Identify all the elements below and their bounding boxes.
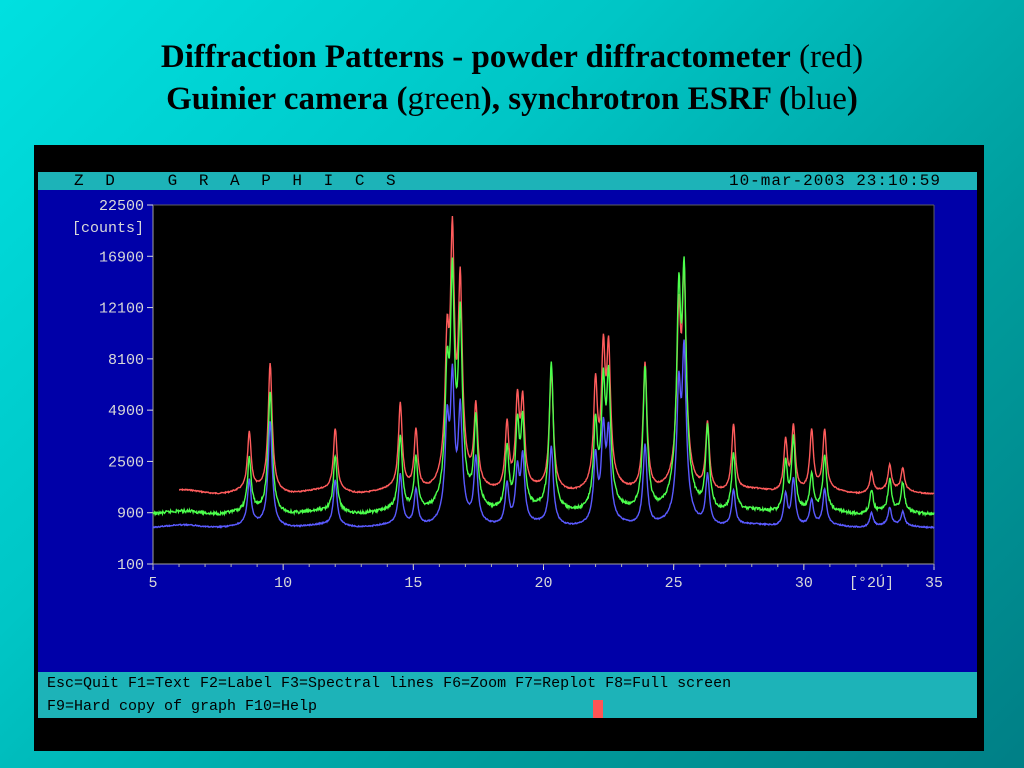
function-keys-line-1[interactable]: Esc=Quit F1=Text F2=Label F3=Spectral li… xyxy=(47,675,732,692)
x-axis-label: [°2Ú] xyxy=(849,574,894,592)
series-blue-line xyxy=(152,339,935,530)
y-tick-label: 100 xyxy=(117,557,144,574)
title-line-2-blue-note: blue xyxy=(790,81,847,117)
y-tick-label: 22500 xyxy=(99,198,144,215)
y-tick-label: 12100 xyxy=(99,301,144,318)
title-line-1-bold: Diffraction Patterns - powder diffractom… xyxy=(160,39,791,75)
x-tick-label: 5 xyxy=(148,575,157,592)
diffraction-chart: 100 900 2500 4900 8100 12100 16900 22500 [counts… xyxy=(72,198,943,592)
dos-screen: Z D G R A P H I C S 10-mar-2003 23:10:59… xyxy=(34,145,984,751)
function-keys-line-2[interactable]: F9=Hard copy of graph F10=Help xyxy=(47,698,318,715)
y-axis-label: [counts] xyxy=(72,220,144,237)
app-title-bar: Z D G R A P H I C S 10-mar-2003 23:10:59 xyxy=(38,172,977,190)
slide-title: Diffraction Patterns - powder diffractom… xyxy=(0,36,1024,120)
datetime-stamp: 10-mar-2003 23:10:59 xyxy=(728,172,941,190)
x-tick-label: 15 xyxy=(404,575,422,592)
title-line-2-part-c: ) xyxy=(846,81,858,117)
app-name: Z D G R A P H I C S xyxy=(74,172,402,190)
y-tick-label: 4900 xyxy=(108,403,144,420)
x-tick-label: 35 xyxy=(925,575,943,592)
y-tick-label: 16900 xyxy=(99,249,144,266)
title-line-1-red-note: (red) xyxy=(798,39,864,75)
plot-area xyxy=(153,205,934,564)
text-cursor xyxy=(593,700,603,718)
title-line-2-part-b: ), synchrotron ESRF ( xyxy=(480,81,791,117)
title-line-2: Guinier camera (green), synchrotron ESRF… xyxy=(0,78,1024,120)
graph-panel: 100 900 2500 4900 8100 12100 16900 22500 [counts… xyxy=(38,190,977,672)
title-line-2-green-note: green xyxy=(407,81,481,117)
x-tick-label: 10 xyxy=(274,575,292,592)
function-key-bar: Esc=Quit F1=Text F2=Label F3=Spectral li… xyxy=(38,672,977,718)
y-tick-label: 900 xyxy=(117,506,144,523)
y-tick-label: 2500 xyxy=(108,454,144,471)
x-tick-label: 20 xyxy=(534,575,552,592)
y-tick-label: 8100 xyxy=(108,352,144,369)
title-line-2-part-a: Guinier camera ( xyxy=(166,81,408,117)
x-tick-label: 30 xyxy=(795,575,813,592)
series-red-line xyxy=(179,215,935,495)
x-tick-label: 25 xyxy=(665,575,683,592)
title-line-1: Diffraction Patterns - powder diffractom… xyxy=(0,36,1024,78)
series-green-line xyxy=(152,256,935,518)
